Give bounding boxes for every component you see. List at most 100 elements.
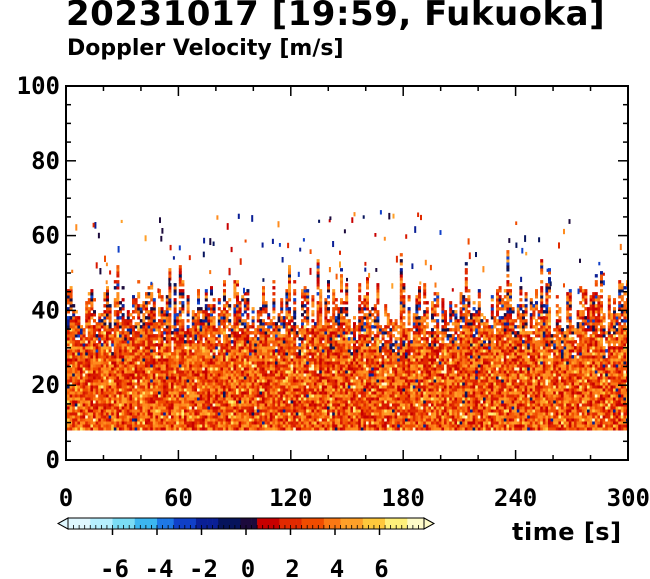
- heatmap-cell: [98, 388, 102, 392]
- heatmap-cell: [95, 325, 99, 329]
- heatmap-cell: [204, 415, 208, 419]
- heatmap-cell: [262, 310, 265, 314]
- heatmap-cell: [194, 397, 198, 401]
- heatmap-cell: [178, 373, 182, 377]
- heatmap-cell: [321, 412, 325, 416]
- heatmap-cell: [264, 361, 268, 365]
- heatmap-cell: [223, 394, 226, 398]
- heatmap-cell: [204, 340, 208, 344]
- heatmap-cell: [155, 379, 159, 383]
- heatmap-cell: [306, 346, 310, 350]
- heatmap-cell: [184, 361, 187, 365]
- heatmap-cell: [87, 316, 91, 320]
- heatmap-cell: [319, 352, 323, 356]
- heatmap-cell: [360, 301, 364, 305]
- heatmap-cell: [319, 328, 323, 332]
- heatmap-cell: [363, 382, 367, 386]
- heatmap-cell: [145, 322, 148, 326]
- heatmap-cell: [301, 346, 304, 350]
- heatmap-cell: [210, 304, 213, 308]
- heatmap-cell: [137, 412, 141, 416]
- heatmap-cell: [373, 394, 377, 398]
- heatmap-cell: [319, 349, 323, 353]
- heatmap-cell: [124, 424, 128, 428]
- heatmap-cell: [358, 322, 362, 326]
- heatmap-cell: [386, 397, 390, 401]
- heatmap-cell: [93, 406, 96, 410]
- heatmap-cell: [332, 349, 336, 353]
- heatmap-cell: [163, 394, 167, 398]
- heatmap-cell: [243, 328, 247, 332]
- heatmap-cell: [332, 427, 336, 431]
- heatmap-cell: [371, 325, 375, 329]
- heatmap-cell: [142, 331, 146, 335]
- heatmap-cell: [147, 376, 151, 380]
- heatmap-cell: [347, 352, 351, 356]
- heatmap-cell: [381, 343, 385, 347]
- heatmap-cell: [223, 310, 226, 314]
- heatmap-cell: [316, 331, 320, 335]
- heatmap-cell: [158, 400, 161, 404]
- heatmap-cell: [353, 337, 356, 341]
- heatmap-cell: [321, 382, 325, 386]
- heatmap-cell: [288, 385, 291, 389]
- heatmap-cell: [69, 394, 73, 398]
- heatmap-cell: [233, 334, 237, 338]
- heatmap-cell: [251, 307, 255, 311]
- heatmap-cell: [165, 352, 169, 356]
- heatmap-cell: [285, 385, 289, 389]
- heatmap-cell: [246, 289, 250, 293]
- heatmap-cell: [233, 304, 237, 308]
- heatmap-cell: [225, 400, 229, 404]
- heatmap-cell: [126, 355, 130, 359]
- heatmap-cell: [306, 409, 310, 413]
- heatmap-cell: [121, 304, 125, 308]
- heatmap-cell: [324, 349, 328, 353]
- heatmap-cell: [95, 391, 99, 395]
- heatmap-cell: [223, 304, 226, 308]
- heatmap-cell: [285, 379, 289, 383]
- heatmap-cell: [199, 340, 203, 344]
- heatmap-cell: [251, 397, 255, 401]
- heatmap-cell: [288, 382, 291, 386]
- heatmap-cell: [189, 394, 193, 398]
- heatmap-cell: [285, 409, 289, 413]
- heatmap-cell: [197, 364, 200, 368]
- heatmap-cell: [285, 355, 289, 359]
- heatmap-cell: [228, 319, 232, 323]
- heatmap-cell: [368, 397, 372, 401]
- heatmap-cell: [368, 391, 372, 395]
- heatmap-cell: [90, 376, 94, 380]
- heatmap-cell: [121, 397, 125, 401]
- heatmap-cell: [233, 373, 237, 377]
- heatmap-cell: [249, 355, 252, 359]
- heatmap-cell: [384, 418, 388, 422]
- heatmap-cell: [233, 418, 237, 422]
- heatmap-cell: [111, 370, 115, 374]
- heatmap-cell: [220, 382, 224, 386]
- heatmap-cell: [119, 340, 122, 344]
- heatmap-cell: [321, 418, 325, 422]
- heatmap-cell: [113, 337, 117, 341]
- heatmap-cell: [165, 361, 169, 365]
- heatmap-cell: [171, 394, 174, 398]
- heatmap-cell: [246, 418, 250, 422]
- heatmap-cell: [282, 400, 286, 404]
- heatmap-cell: [379, 331, 382, 335]
- heatmap-cell: [204, 358, 208, 362]
- heatmap-cell: [202, 415, 206, 419]
- heatmap-cell: [301, 313, 304, 317]
- heatmap-cell: [197, 322, 200, 326]
- heatmap-cell: [67, 349, 70, 353]
- heatmap-cell: [254, 340, 258, 344]
- heatmap-cell: [129, 322, 133, 326]
- heatmap-cell: [280, 358, 284, 362]
- heatmap-cell: [72, 400, 76, 404]
- heatmap-cell: [181, 409, 185, 413]
- heatmap-cell: [116, 301, 120, 305]
- heatmap-cell: [204, 292, 208, 296]
- heatmap-cell: [74, 364, 78, 368]
- heatmap-cell: [262, 364, 265, 368]
- heatmap-cell: [282, 415, 286, 419]
- heatmap-cell: [160, 370, 164, 374]
